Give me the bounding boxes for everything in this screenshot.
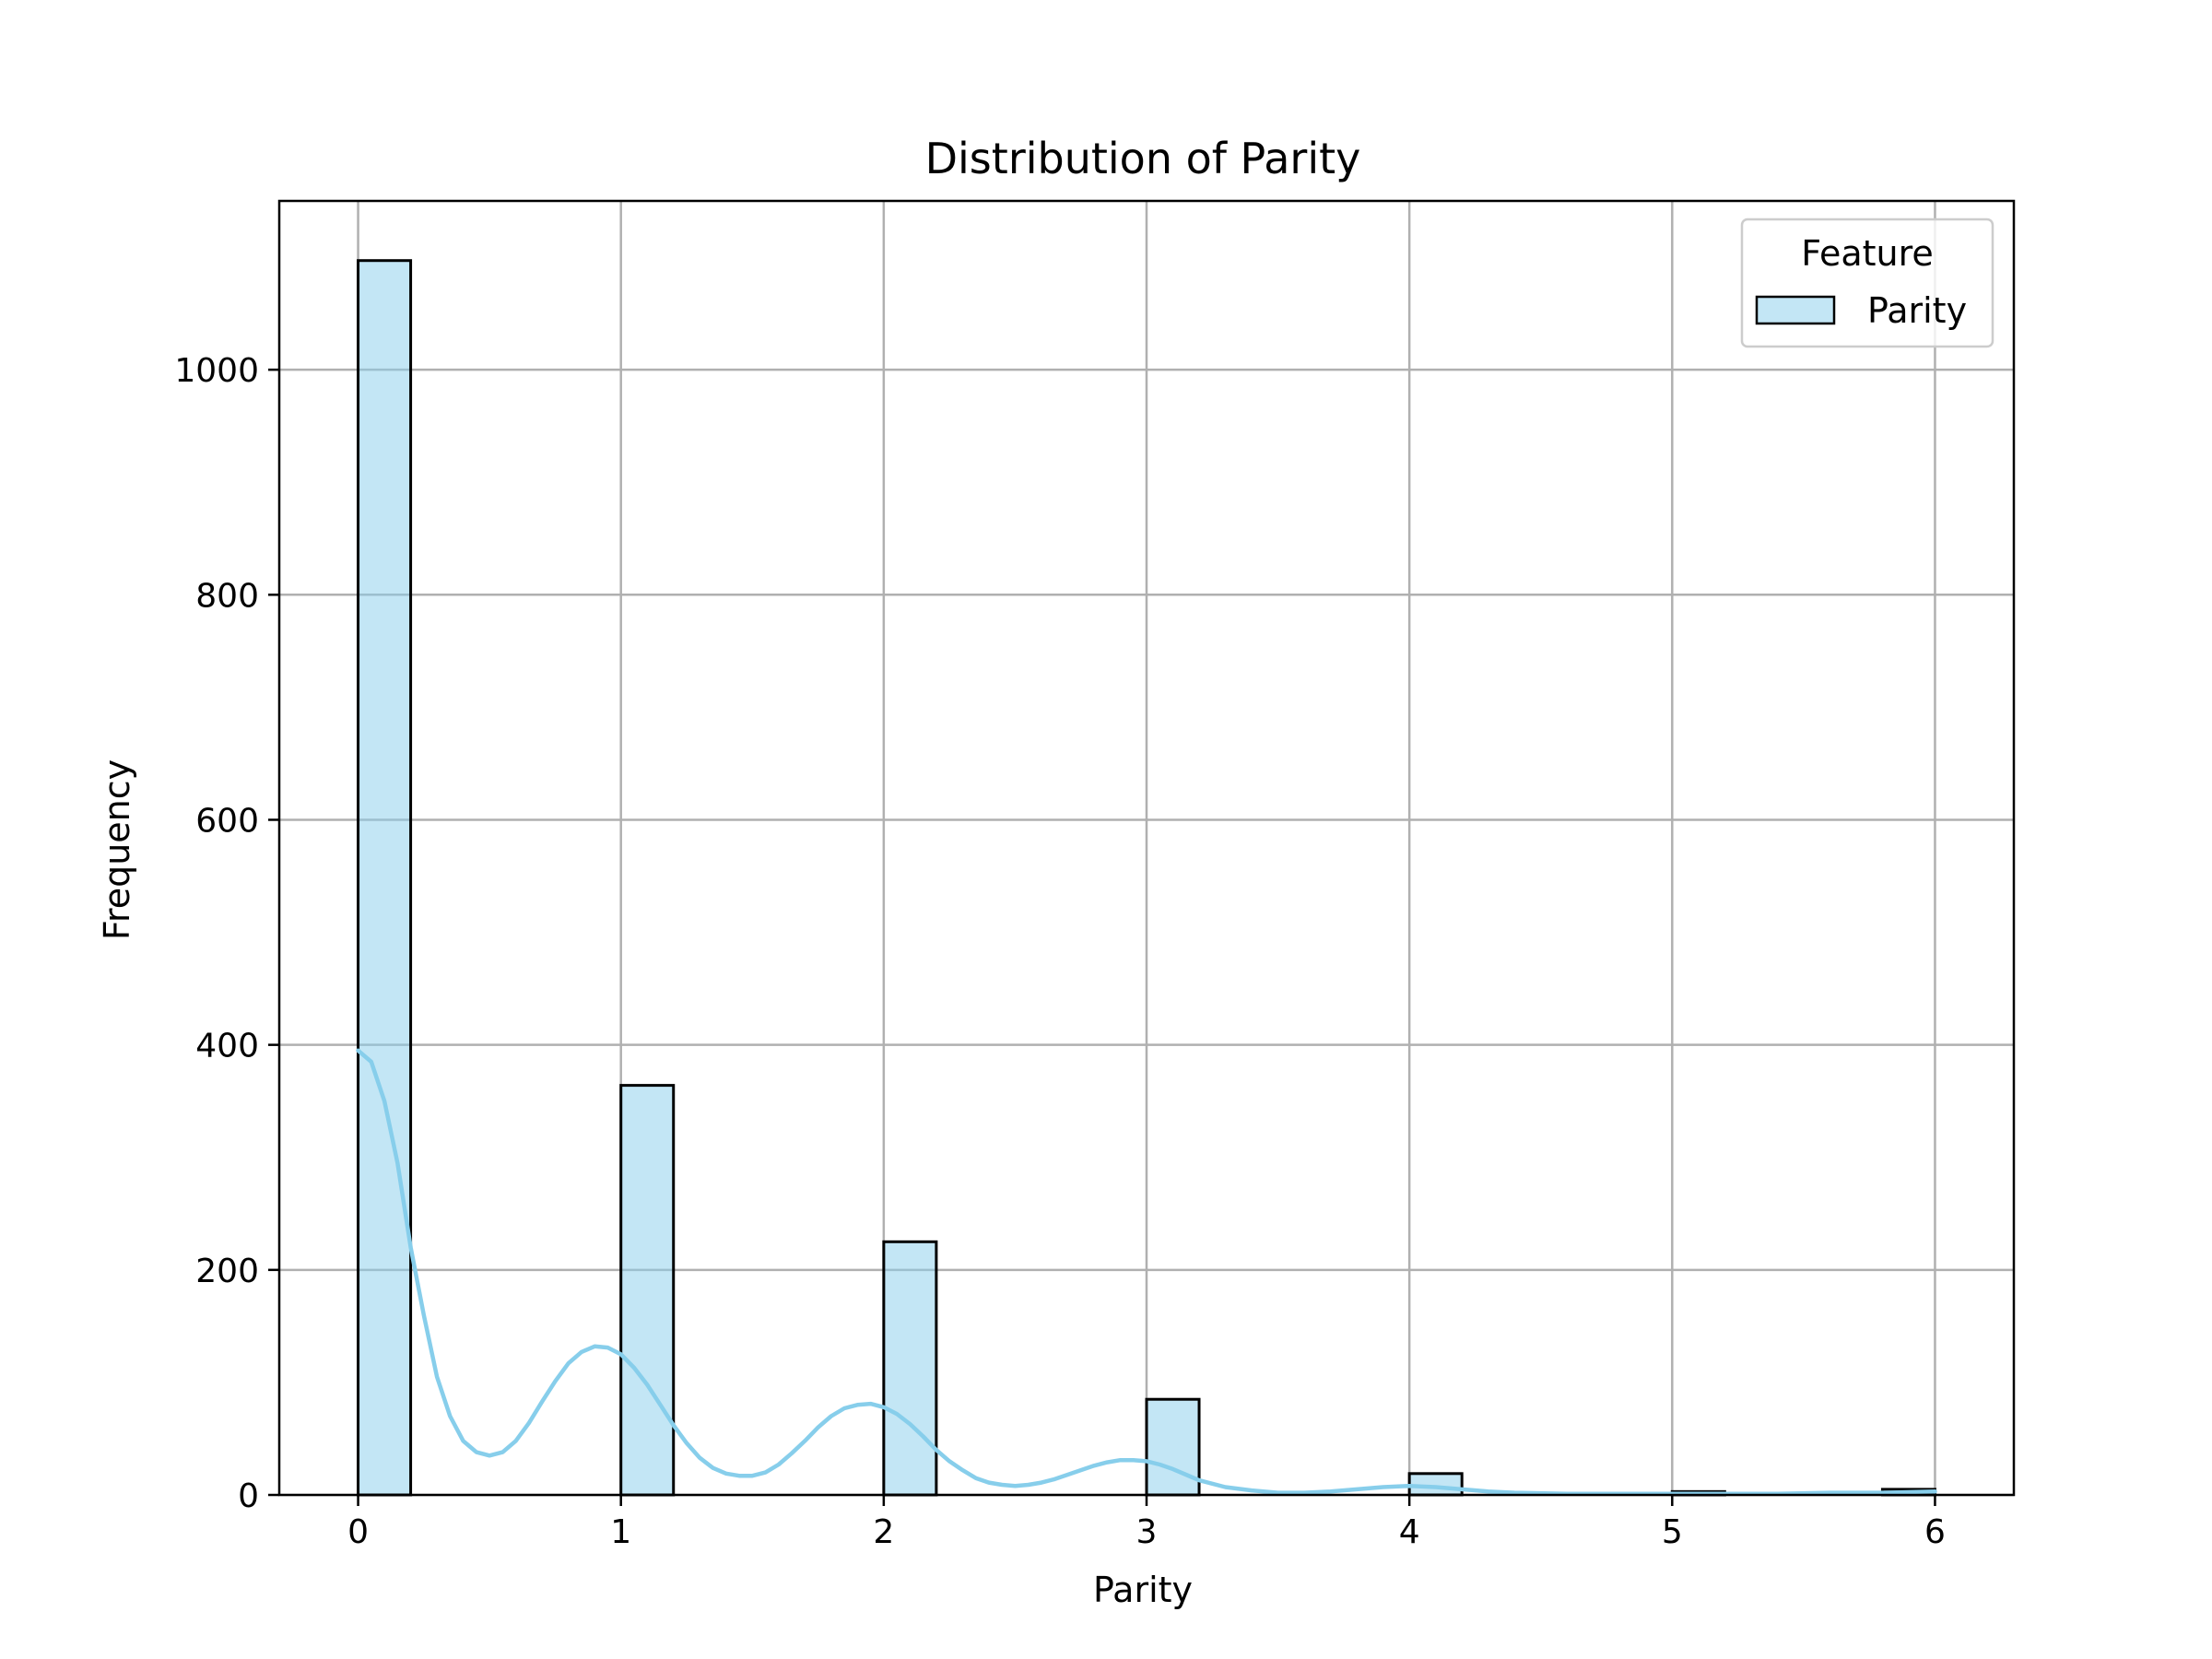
y-tick-label: 400 xyxy=(195,1028,259,1065)
y-tick-label: 200 xyxy=(195,1253,259,1290)
y-tick-label: 800 xyxy=(195,577,259,615)
x-tick-label: 6 xyxy=(1924,1513,1946,1551)
x-axis-ticks: 0 1 2 3 4 5 6 xyxy=(347,1495,1946,1551)
kde-curve-layer xyxy=(356,1048,1937,1497)
legend-title: Feature xyxy=(1801,233,1934,274)
x-tick-label: 5 xyxy=(1662,1513,1683,1551)
legend-swatch-parity xyxy=(1755,295,1836,325)
kde-curve xyxy=(356,1048,1937,1497)
y-axis-ticks: 0 200 400 600 800 1000 xyxy=(174,352,279,1515)
histogram-bars xyxy=(357,259,1936,1497)
legend: Feature Parity xyxy=(1740,218,1994,348)
chart-title: Distribution of Parity xyxy=(925,134,1361,183)
y-tick-label: 1000 xyxy=(174,352,259,390)
histogram-bar xyxy=(619,1084,676,1497)
histogram-bar xyxy=(1145,1397,1201,1497)
y-tick-label: 600 xyxy=(195,802,259,840)
legend-entry-parity: Parity xyxy=(1867,290,1967,331)
y-tick-label: 0 xyxy=(238,1477,259,1515)
x-tick-label: 0 xyxy=(347,1513,369,1551)
x-tick-label: 2 xyxy=(873,1513,894,1551)
x-tick-label: 3 xyxy=(1136,1513,1158,1551)
y-axis-label: Frequency xyxy=(97,759,137,940)
x-tick-label: 4 xyxy=(1399,1513,1420,1551)
x-tick-label: 1 xyxy=(610,1513,631,1551)
x-axis-label: Parity xyxy=(1093,1570,1193,1610)
histogram-bar xyxy=(357,259,413,1497)
histogram-bar xyxy=(882,1240,938,1497)
